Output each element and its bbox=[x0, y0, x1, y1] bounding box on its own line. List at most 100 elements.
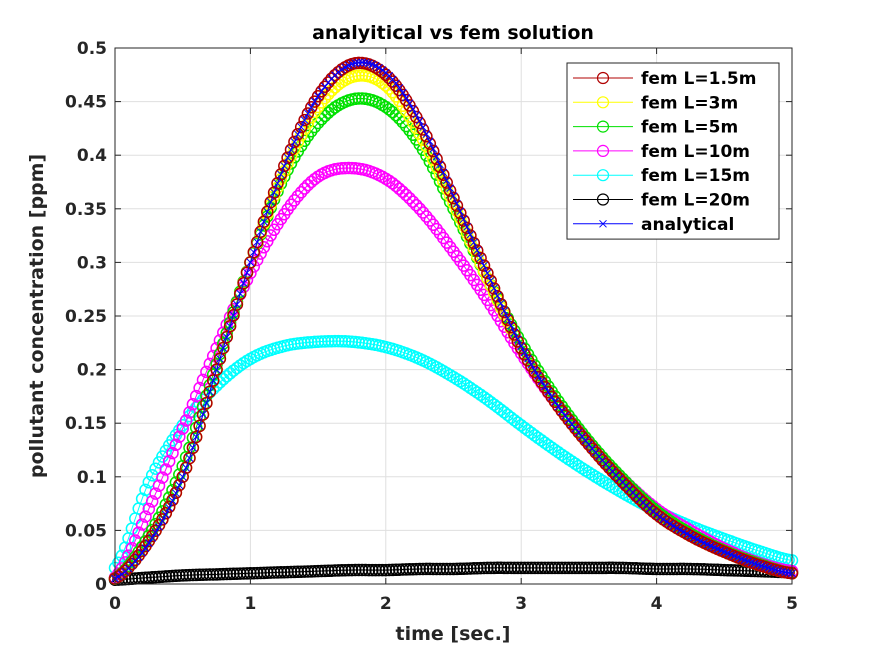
data-point bbox=[332, 334, 345, 348]
data-point bbox=[586, 442, 599, 455]
data-point bbox=[554, 402, 563, 411]
data-point bbox=[453, 199, 461, 208]
data-point bbox=[145, 571, 159, 584]
data-point bbox=[199, 410, 207, 419]
y-tick-label: 0.3 bbox=[77, 253, 107, 273]
data-point bbox=[498, 561, 511, 575]
data-point bbox=[410, 562, 423, 576]
data-point bbox=[613, 472, 626, 485]
data-point bbox=[328, 101, 342, 114]
data-point bbox=[267, 189, 281, 203]
data-point bbox=[257, 566, 271, 580]
data-point bbox=[447, 191, 460, 205]
data-point bbox=[155, 523, 163, 531]
data-point bbox=[652, 510, 661, 519]
data-point bbox=[493, 291, 502, 300]
data-point bbox=[144, 539, 153, 548]
series-fem-l-1-5m bbox=[108, 56, 799, 585]
data-point bbox=[317, 87, 326, 96]
data-point bbox=[311, 564, 325, 578]
data-point bbox=[213, 567, 227, 581]
data-point bbox=[270, 188, 278, 197]
data-point bbox=[420, 210, 433, 223]
data-point bbox=[189, 443, 197, 452]
data-point bbox=[470, 244, 484, 257]
data-point bbox=[572, 561, 585, 575]
data-point bbox=[166, 446, 179, 460]
data-point bbox=[599, 561, 613, 575]
data-point bbox=[298, 113, 311, 127]
data-point bbox=[256, 227, 265, 236]
data-point bbox=[467, 562, 481, 575]
data-point bbox=[162, 455, 176, 468]
data-point bbox=[362, 563, 376, 577]
data-point bbox=[440, 176, 453, 189]
data-point bbox=[274, 566, 288, 579]
data-point bbox=[487, 282, 501, 295]
data-point bbox=[237, 356, 250, 370]
data-point bbox=[636, 562, 650, 575]
data-point bbox=[609, 468, 623, 482]
data-point bbox=[721, 563, 734, 577]
data-point bbox=[338, 563, 352, 577]
data-point bbox=[405, 99, 414, 108]
data-point bbox=[565, 455, 579, 468]
x-axis-label: time [sec.] bbox=[396, 623, 511, 645]
data-point bbox=[606, 465, 619, 478]
y-tick-label: 0.5 bbox=[77, 39, 107, 59]
data-point bbox=[375, 63, 383, 72]
data-point bbox=[291, 565, 305, 579]
data-point bbox=[569, 457, 582, 471]
y-tick-label: 0.35 bbox=[65, 200, 107, 220]
data-point bbox=[325, 564, 338, 577]
data-point bbox=[115, 549, 129, 563]
data-point bbox=[318, 335, 332, 348]
data-point bbox=[294, 186, 308, 199]
data-point bbox=[558, 561, 572, 575]
data-point bbox=[555, 561, 569, 575]
data-point bbox=[246, 258, 255, 267]
data-point bbox=[156, 513, 169, 526]
data-point bbox=[413, 202, 426, 216]
data-point bbox=[491, 561, 504, 575]
data-point bbox=[473, 246, 482, 255]
data-point bbox=[278, 565, 291, 579]
data-point bbox=[220, 330, 233, 344]
data-point bbox=[151, 528, 160, 537]
axis-ticks: 0 1 2 3 4 5 0 0.05 0.1 0.15 0.2 0.25 0.3 0.35 0.4 0.45 0… bbox=[65, 39, 798, 614]
data-point bbox=[369, 563, 382, 577]
data-point bbox=[193, 397, 206, 410]
data-point bbox=[335, 564, 349, 577]
data-point bbox=[623, 561, 636, 575]
data-point bbox=[636, 492, 650, 506]
data-point bbox=[454, 206, 467, 220]
data-point bbox=[355, 563, 369, 577]
data-point bbox=[293, 130, 302, 139]
data-point bbox=[267, 566, 281, 579]
data-point bbox=[195, 421, 204, 430]
data-point bbox=[592, 472, 606, 486]
data-point bbox=[288, 194, 301, 207]
data-point bbox=[158, 517, 167, 525]
data-point bbox=[433, 160, 447, 174]
data-point bbox=[464, 562, 477, 575]
legend-marker bbox=[596, 169, 610, 182]
data-point bbox=[413, 116, 426, 130]
data-point bbox=[430, 562, 443, 576]
data-point bbox=[520, 348, 529, 357]
data-point bbox=[305, 565, 318, 578]
data-point bbox=[633, 562, 646, 575]
data-point bbox=[226, 322, 234, 331]
data-point bbox=[707, 563, 721, 576]
data-point bbox=[217, 341, 230, 355]
data-point bbox=[544, 387, 553, 396]
data-point bbox=[457, 377, 470, 390]
data-point bbox=[694, 562, 707, 576]
legend-entry: fem L=20m bbox=[573, 191, 750, 211]
data-point bbox=[206, 374, 220, 387]
data-point bbox=[230, 567, 244, 580]
legend-entry: fem L=5m bbox=[573, 118, 738, 138]
data-point bbox=[484, 274, 497, 287]
data-point bbox=[280, 162, 289, 170]
data-point bbox=[322, 76, 335, 89]
